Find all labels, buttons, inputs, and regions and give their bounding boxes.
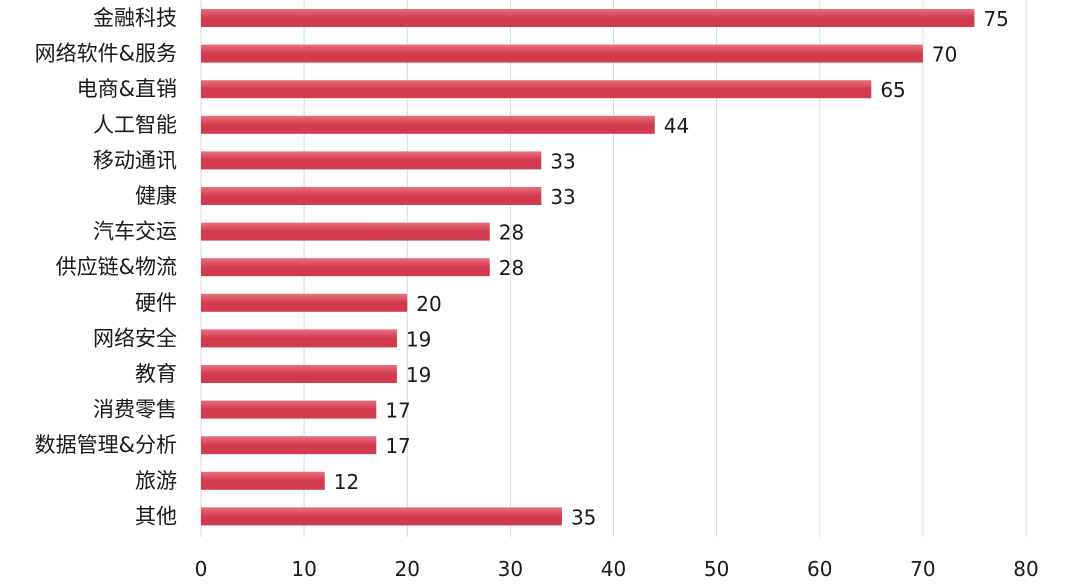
bar	[201, 365, 397, 383]
data-label: 20	[416, 292, 441, 316]
x-axis-ticks: 0 10 20 30 40 50 60 70 80	[195, 557, 1039, 581]
category-label: 旅游	[135, 469, 177, 493]
category-label: 消费零售	[93, 398, 177, 422]
category-label: 网络软件&服务	[35, 42, 177, 66]
category-label: 硬件	[135, 291, 177, 315]
data-label: 70	[932, 43, 957, 67]
x-tick-label: 0	[195, 557, 208, 581]
x-tick-label: 30	[498, 557, 523, 581]
x-tick-label: 40	[601, 557, 626, 581]
bar	[201, 116, 655, 134]
category-label: 其他	[135, 504, 177, 528]
category-label: 电商&直销	[77, 77, 177, 101]
x-tick-label: 20	[395, 557, 420, 581]
data-label: 19	[406, 363, 431, 387]
bar	[201, 223, 490, 241]
bar	[201, 9, 974, 27]
category-label: 健康	[135, 184, 177, 208]
bar	[201, 329, 397, 347]
category-label: 人工智能	[93, 113, 177, 137]
category-label: 供应链&物流	[56, 255, 177, 279]
data-label: 19	[406, 327, 431, 351]
data-label: 12	[334, 470, 359, 494]
data-label: 17	[385, 399, 410, 423]
chart: 金融科技网络软件&服务电商&直销人工智能移动通讯健康汽车交运供应链&物流硬件网络…	[0, 0, 1080, 584]
category-label: 网络安全	[93, 326, 177, 350]
data-label: 17	[385, 434, 410, 458]
bar-chart-svg: 金融科技网络软件&服务电商&直销人工智能移动通讯健康汽车交运供应链&物流硬件网络…	[0, 0, 1080, 584]
bar	[201, 45, 923, 63]
bar	[201, 401, 376, 419]
x-tick-label: 60	[807, 557, 832, 581]
bar	[201, 258, 490, 276]
category-label: 数据管理&分析	[35, 433, 177, 457]
bar	[201, 507, 562, 525]
category-label: 移动通讯	[93, 148, 177, 172]
bars	[201, 9, 974, 525]
data-label: 44	[664, 114, 689, 138]
x-tick-label: 10	[291, 557, 316, 581]
x-tick-label: 80	[1013, 557, 1038, 581]
bar	[201, 436, 376, 454]
bar	[201, 151, 541, 169]
bar	[201, 187, 541, 205]
data-label: 33	[550, 149, 575, 173]
bar	[201, 294, 407, 312]
bar	[201, 472, 325, 490]
bar	[201, 80, 871, 98]
data-label: 33	[550, 185, 575, 209]
data-label: 28	[499, 221, 524, 245]
category-label: 汽车交运	[93, 220, 177, 244]
data-label: 75	[983, 7, 1008, 31]
x-tick-label: 50	[704, 557, 729, 581]
data-label: 35	[571, 505, 596, 529]
x-tick-label: 70	[910, 557, 935, 581]
category-label: 金融科技	[93, 6, 177, 30]
category-label: 教育	[135, 362, 177, 386]
data-label: 65	[880, 78, 905, 102]
category-labels: 金融科技网络软件&服务电商&直销人工智能移动通讯健康汽车交运供应链&物流硬件网络…	[35, 6, 177, 528]
data-label: 28	[499, 256, 524, 280]
